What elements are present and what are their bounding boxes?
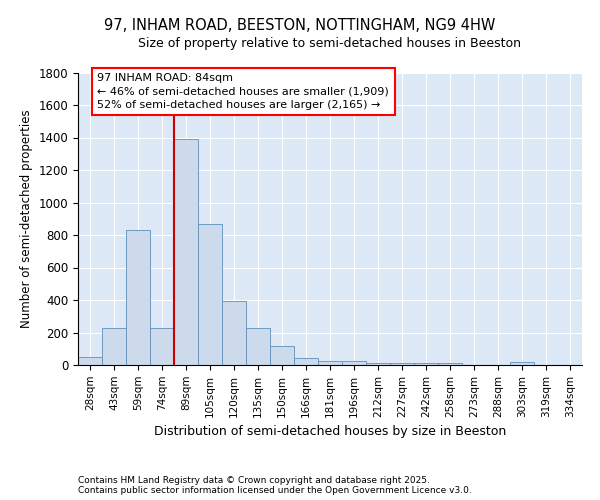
Text: 97, INHAM ROAD, BEESTON, NOTTINGHAM, NG9 4HW: 97, INHAM ROAD, BEESTON, NOTTINGHAM, NG9… xyxy=(104,18,496,32)
Bar xyxy=(390,363,414,365)
Text: Contains HM Land Registry data © Crown copyright and database right 2025.
Contai: Contains HM Land Registry data © Crown c… xyxy=(78,476,472,495)
Bar xyxy=(174,139,198,365)
Bar xyxy=(438,363,462,365)
Bar xyxy=(414,363,438,365)
X-axis label: Distribution of semi-detached houses by size in Beeston: Distribution of semi-detached houses by … xyxy=(154,425,506,438)
Title: Size of property relative to semi-detached houses in Beeston: Size of property relative to semi-detach… xyxy=(139,38,521,51)
Bar xyxy=(510,362,534,365)
Bar xyxy=(246,328,270,365)
Bar xyxy=(198,224,222,365)
Bar xyxy=(126,230,150,365)
Bar xyxy=(222,301,246,365)
Text: 97 INHAM ROAD: 84sqm
← 46% of semi-detached houses are smaller (1,909)
52% of se: 97 INHAM ROAD: 84sqm ← 46% of semi-detac… xyxy=(97,74,389,110)
Bar xyxy=(342,362,366,365)
Bar xyxy=(366,362,390,365)
Bar xyxy=(294,358,318,365)
Bar xyxy=(150,328,174,365)
Bar xyxy=(270,346,294,365)
Y-axis label: Number of semi-detached properties: Number of semi-detached properties xyxy=(20,110,33,328)
Bar xyxy=(318,360,342,365)
Bar xyxy=(78,357,102,365)
Bar xyxy=(102,328,126,365)
